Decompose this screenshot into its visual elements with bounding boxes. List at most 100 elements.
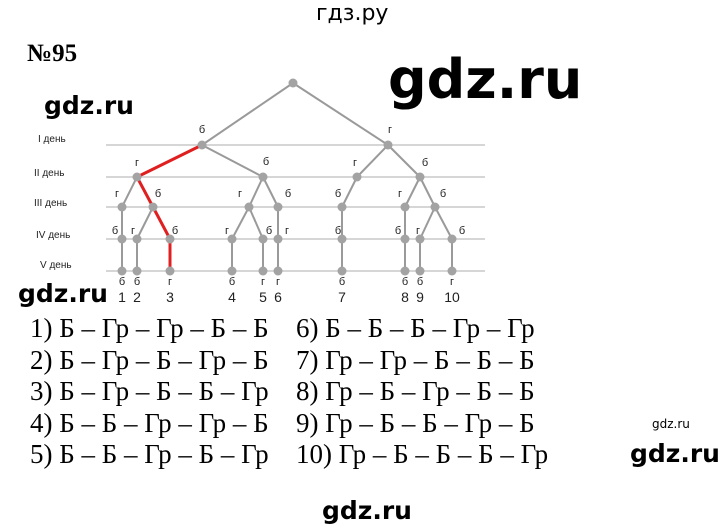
tree-node — [400, 202, 410, 212]
node-label: б — [422, 157, 428, 169]
leaf-number: 2 — [133, 289, 141, 305]
tree-node — [165, 234, 175, 244]
watermark-bottom: gdz.ru — [322, 496, 412, 525]
node-label: г — [238, 188, 242, 200]
tree-node — [415, 172, 425, 182]
tree-node — [227, 234, 237, 244]
tree-node — [415, 234, 425, 244]
watermark-big: gdz.ru — [388, 48, 583, 111]
answer-7: 7) Гр – Гр – Б – Б – Б — [296, 344, 535, 375]
tree-node — [400, 234, 410, 244]
day-label: I день — [38, 134, 66, 145]
node-label: б — [263, 156, 269, 168]
answer-1: 1) Б – Гр – Гр – Б – Б — [30, 313, 269, 343]
leaf-number: 10 — [444, 289, 460, 305]
day-label: V день — [40, 260, 72, 271]
tree-node — [132, 234, 142, 244]
tree-node — [273, 266, 283, 276]
tree-node — [197, 140, 207, 150]
tree-node — [447, 266, 457, 276]
day-label: II день — [34, 168, 64, 179]
node-label: б — [112, 225, 118, 237]
answer-9: 9) Гр – Б – Б – Гр – Б — [296, 407, 535, 438]
tree-node — [165, 266, 175, 276]
highlighted-edge — [135, 176, 155, 208]
tree-edge — [404, 176, 421, 208]
tree-node — [337, 202, 347, 212]
node-label: б — [335, 188, 341, 200]
tree-node — [132, 172, 142, 182]
node-label: б — [440, 188, 446, 200]
tree-node — [415, 266, 425, 276]
node-label: г — [285, 225, 289, 237]
node-label: г — [168, 276, 172, 288]
tree-edge — [201, 82, 294, 146]
tree-edge — [434, 206, 453, 240]
node-label: б — [339, 276, 345, 288]
tree-node — [148, 202, 158, 212]
watermark-left-2: gdz.ru — [18, 279, 108, 308]
leaf-number: 5 — [259, 289, 267, 305]
answers-left-column: 1) Б – Гр – Гр – Б – Б 2) Б – Гр – Б – Г… — [30, 313, 269, 471]
node-label: г — [276, 276, 280, 288]
node-label: б — [459, 225, 465, 237]
watermark-small: gdz.ru — [652, 417, 690, 431]
leaf-number: 9 — [416, 289, 424, 305]
node-label: г — [353, 157, 357, 169]
tree-node — [337, 266, 347, 276]
leaf-number: 1 — [118, 289, 126, 305]
leaf-number: 8 — [401, 289, 409, 305]
node-label: б — [119, 276, 125, 288]
tree-edge — [387, 144, 421, 178]
tree-edge — [341, 176, 358, 208]
watermark-left-1: gdz.ru — [44, 91, 134, 120]
tree-edge — [121, 176, 138, 208]
problem-number: №95 — [27, 40, 78, 67]
node-label: б — [134, 276, 140, 288]
answer-6: 6) Б – Б – Б – Гр – Гр — [296, 313, 535, 343]
leaf-number: 7 — [338, 289, 346, 305]
node-label: б — [199, 124, 205, 136]
answer-3: 3) Б – Гр – Б – Б – Гр — [30, 376, 269, 406]
tree-edge — [248, 176, 264, 208]
tree-node — [288, 78, 298, 88]
tree-edge — [201, 144, 264, 178]
node-label: б — [395, 225, 401, 237]
answer-10: 10) Гр – Б – Б – Б – Гр — [296, 439, 549, 469]
tree-node — [273, 202, 283, 212]
leaf-number: 4 — [228, 289, 236, 305]
node-label: г — [115, 188, 119, 200]
tree-node — [400, 266, 410, 276]
tree-edge — [136, 206, 154, 240]
day-label: III день — [34, 198, 67, 209]
node-label: г — [131, 225, 135, 237]
day-label: IV день — [36, 230, 70, 241]
node-label: б — [172, 225, 178, 237]
watermark-middle: gdz.ru — [630, 439, 720, 468]
node-label: б — [285, 188, 291, 200]
highlighted-edge — [151, 206, 172, 240]
tree-node — [117, 266, 127, 276]
tree-node — [447, 234, 457, 244]
tree-node — [117, 234, 127, 244]
tree-node — [337, 234, 347, 244]
tree-node — [273, 234, 283, 244]
answer-5: 5) Б – Б – Гр – Б – Гр — [30, 439, 269, 469]
leaf-number: 6 — [274, 289, 282, 305]
node-label: б — [402, 276, 408, 288]
tree-edge — [292, 82, 389, 146]
answer-2: 2) Б – Гр – Б – Гр – Б — [30, 344, 269, 375]
tree-node — [227, 266, 237, 276]
tree-node — [383, 140, 393, 150]
answer-8: 8) Гр – Б – Гр – Б – Б — [296, 376, 535, 406]
tree-node — [352, 172, 362, 182]
tree-edge — [419, 206, 436, 240]
node-label: г — [261, 276, 265, 288]
tree-node — [132, 266, 142, 276]
tree-node — [244, 202, 254, 212]
tree-node — [258, 266, 268, 276]
node-label: б — [335, 225, 341, 237]
tree-edge — [248, 206, 264, 240]
node-label: г — [398, 188, 402, 200]
